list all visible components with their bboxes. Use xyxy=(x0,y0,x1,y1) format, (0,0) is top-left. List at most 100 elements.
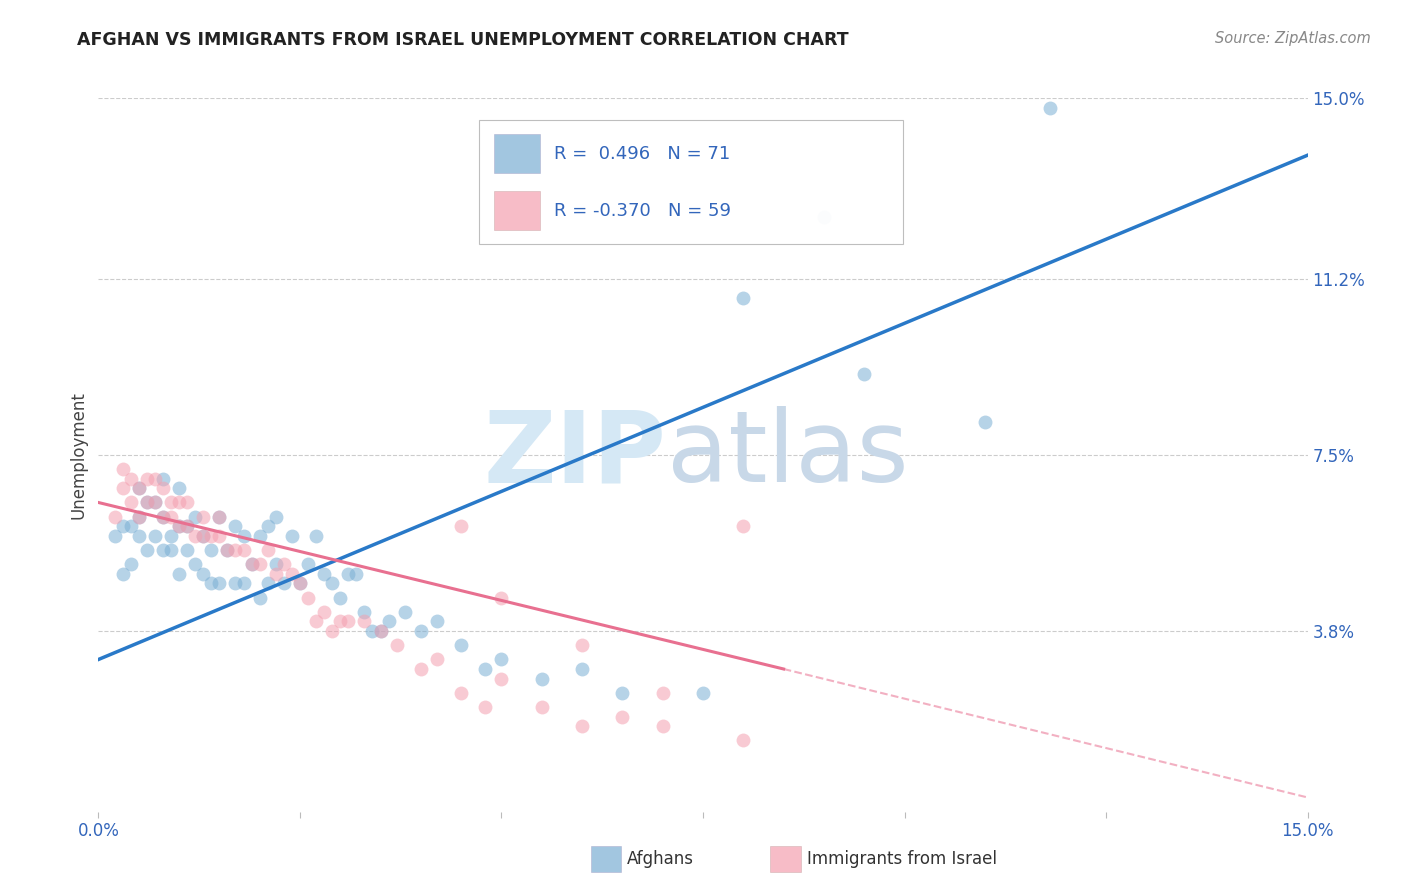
Point xyxy=(200,543,222,558)
Point xyxy=(288,576,311,591)
Point xyxy=(240,558,263,572)
Point xyxy=(232,529,254,543)
Point xyxy=(409,624,432,638)
Point xyxy=(651,686,673,700)
Point xyxy=(103,529,125,543)
Point xyxy=(571,662,593,676)
Point xyxy=(344,566,367,581)
Text: Afghans: Afghans xyxy=(627,850,695,868)
Point xyxy=(297,591,319,605)
Point xyxy=(491,652,513,666)
Point xyxy=(571,719,593,733)
Point xyxy=(208,509,231,524)
Point xyxy=(135,495,157,509)
Point xyxy=(450,686,472,700)
FancyBboxPatch shape xyxy=(494,191,540,230)
Y-axis label: Unemployment: Unemployment xyxy=(69,391,87,519)
Point xyxy=(305,529,328,543)
Point xyxy=(120,472,142,486)
Point xyxy=(370,624,392,638)
Point xyxy=(256,576,278,591)
Text: AFGHAN VS IMMIGRANTS FROM ISRAEL UNEMPLOYMENT CORRELATION CHART: AFGHAN VS IMMIGRANTS FROM ISRAEL UNEMPLO… xyxy=(77,31,849,49)
Point xyxy=(321,624,343,638)
Point xyxy=(143,495,166,509)
Point xyxy=(264,558,287,572)
Point xyxy=(160,543,183,558)
Point xyxy=(249,529,271,543)
Point xyxy=(321,576,343,591)
Point xyxy=(612,686,634,700)
Point xyxy=(152,543,174,558)
Point xyxy=(111,519,134,533)
Point xyxy=(232,576,254,591)
Point xyxy=(128,481,150,495)
Point xyxy=(974,415,997,429)
Point xyxy=(337,566,360,581)
Point xyxy=(135,472,157,486)
Point xyxy=(273,576,295,591)
Point xyxy=(111,462,134,476)
Point xyxy=(176,519,198,533)
Point xyxy=(167,519,190,533)
Point xyxy=(193,529,215,543)
Point xyxy=(184,529,207,543)
Point xyxy=(152,472,174,486)
Point xyxy=(612,709,634,723)
Point xyxy=(232,543,254,558)
Point xyxy=(571,638,593,652)
Point xyxy=(264,566,287,581)
Point xyxy=(200,529,222,543)
Point xyxy=(264,509,287,524)
Point xyxy=(128,529,150,543)
Point xyxy=(152,509,174,524)
Point xyxy=(176,543,198,558)
Point xyxy=(474,662,496,676)
Point xyxy=(329,591,352,605)
Point xyxy=(193,566,215,581)
Point xyxy=(733,291,755,305)
Point xyxy=(176,519,198,533)
Point xyxy=(217,543,239,558)
Text: R = -0.370   N = 59: R = -0.370 N = 59 xyxy=(554,202,731,219)
Point xyxy=(208,509,231,524)
Point xyxy=(491,672,513,686)
Point xyxy=(813,210,835,224)
Point xyxy=(224,576,246,591)
Text: Immigrants from Israel: Immigrants from Israel xyxy=(807,850,997,868)
Point xyxy=(167,481,190,495)
Point xyxy=(281,529,304,543)
Point xyxy=(297,558,319,572)
Point xyxy=(530,672,553,686)
Point xyxy=(167,495,190,509)
Point xyxy=(184,509,207,524)
Point xyxy=(160,509,183,524)
Point xyxy=(143,472,166,486)
Point xyxy=(128,509,150,524)
Point xyxy=(256,543,278,558)
Point xyxy=(273,558,295,572)
Point xyxy=(143,529,166,543)
FancyBboxPatch shape xyxy=(479,120,903,244)
Point xyxy=(152,509,174,524)
Point xyxy=(224,519,246,533)
Point xyxy=(530,700,553,714)
Point xyxy=(314,566,336,581)
Point xyxy=(224,543,246,558)
Point xyxy=(176,495,198,509)
Point xyxy=(281,566,304,581)
Point xyxy=(152,481,174,495)
Point xyxy=(160,529,183,543)
Point xyxy=(103,509,125,524)
Point xyxy=(409,662,432,676)
Point xyxy=(385,638,408,652)
Point xyxy=(733,519,755,533)
Point xyxy=(692,686,714,700)
Point xyxy=(167,519,190,533)
Point xyxy=(474,700,496,714)
Point xyxy=(370,624,392,638)
Point xyxy=(193,529,215,543)
Text: Source: ZipAtlas.com: Source: ZipAtlas.com xyxy=(1215,31,1371,46)
Point xyxy=(733,733,755,747)
Point xyxy=(256,519,278,533)
Point xyxy=(200,576,222,591)
